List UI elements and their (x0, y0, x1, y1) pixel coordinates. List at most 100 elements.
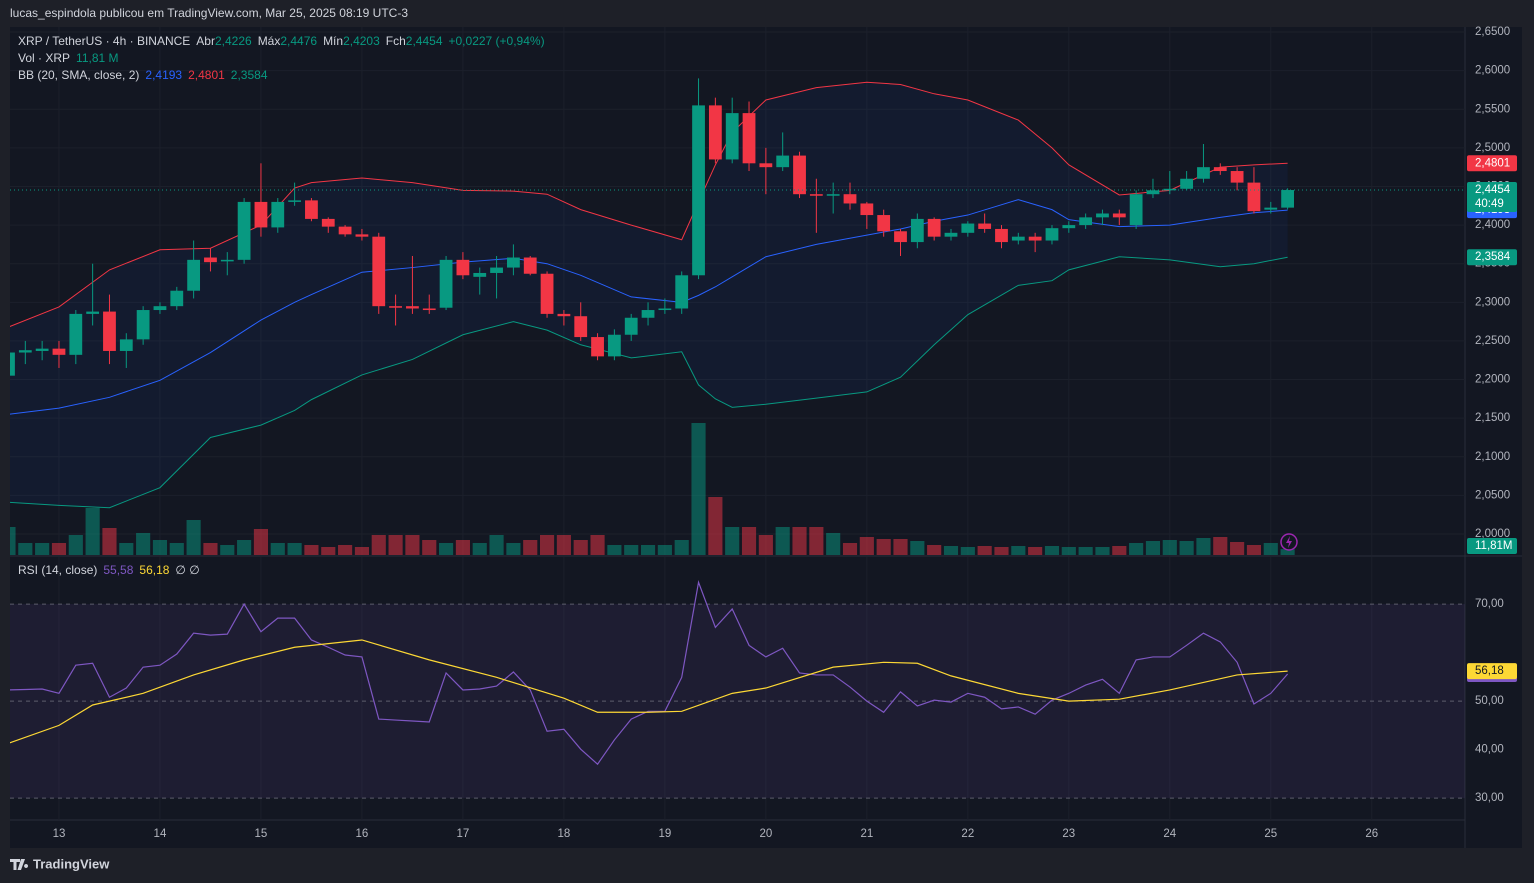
volume-bar (169, 543, 184, 555)
volume-bar (624, 545, 639, 555)
candle-body (103, 311, 116, 351)
event-icon-bolt (1286, 536, 1292, 548)
candle-body (944, 232, 958, 237)
candle-body (826, 194, 840, 196)
y-tick-label: 2,5500 (1475, 103, 1510, 115)
volume-bar (1129, 543, 1144, 555)
ohlc-value: 2,4203 (343, 34, 380, 48)
candle-body (321, 218, 335, 227)
candle-body (1281, 190, 1295, 208)
volume-bar (842, 543, 858, 555)
candle-body (271, 201, 285, 228)
candle-body (725, 113, 739, 160)
last-price-tag: 2,4454 (1475, 184, 1511, 196)
ohlc-key: Mín (323, 34, 343, 48)
volume-tag: 11,81M (1475, 540, 1513, 552)
volume-name: Vol · XRP (18, 51, 70, 65)
volume-bar (1213, 537, 1228, 555)
volume-bar (1011, 546, 1026, 555)
volume-bar (826, 533, 841, 555)
volume-bar (186, 520, 201, 555)
candle-body (1096, 213, 1109, 218)
change: +0,0227 (+0,94%) (449, 34, 545, 48)
volume-bar (354, 547, 369, 555)
rsi-tick-label: 70,00 (1475, 598, 1504, 610)
candle-body (1213, 167, 1227, 172)
candle-body (961, 223, 975, 233)
ohlc-key: Máx (258, 34, 281, 48)
candle-body (910, 218, 924, 243)
candle-body (776, 155, 790, 168)
volume-bar (893, 539, 908, 555)
ohlc-key: Fch (386, 34, 406, 48)
rsi-tick-label: 30,00 (1475, 792, 1504, 804)
candle-body (1112, 213, 1126, 218)
x-tick-label: 26 (1365, 828, 1378, 840)
plots: 2,0000 2,0500 2,1000 2,1500 2,2000 2,2500 2,30… (10, 26, 1517, 840)
volume-bar (927, 545, 942, 555)
volume-bar (977, 546, 992, 555)
candle-body (793, 155, 806, 195)
volume-bar (691, 423, 706, 555)
rsi-tick-label: 50,00 (1475, 695, 1504, 707)
volume-bar (35, 543, 50, 555)
countdown: 40:49 (1475, 198, 1504, 210)
candle-body (624, 317, 638, 335)
volume-bar (523, 540, 538, 555)
volume-value: 11,81 M (76, 51, 118, 65)
x-tick-label: 16 (356, 828, 369, 840)
candle-body (927, 218, 941, 237)
volume-bar (506, 543, 521, 555)
legend-bb: BB (20, SMA, close, 2) 2,4193 2,4801 2,3584 (18, 68, 268, 82)
volume-bar (859, 537, 874, 555)
candle-body (809, 194, 823, 196)
x-tick-label: 17 (457, 828, 470, 840)
bb-name: BB (20, SMA, close, 2) (18, 68, 139, 82)
candle-body (894, 231, 907, 243)
x-tick-label: 23 (1062, 828, 1075, 840)
x-tick-label: 21 (860, 828, 873, 840)
candle-body (204, 257, 217, 263)
candle-body (507, 257, 520, 268)
candle-body (658, 308, 672, 311)
bb-upper: 2,4801 (188, 68, 225, 82)
volume-bar (119, 543, 134, 555)
candle-body (10, 352, 15, 376)
volume-bar (1028, 547, 1043, 555)
x-tick-label: 20 (759, 828, 772, 840)
volume-bar (725, 527, 740, 555)
volume-bar (439, 543, 454, 555)
rsi-ma-value: 56,18 (139, 563, 169, 577)
volume-bar (489, 535, 504, 555)
volume-bar (338, 545, 353, 555)
candle-body (759, 163, 773, 168)
volume-bar (910, 541, 925, 555)
volume-bar (405, 535, 420, 555)
volume-bar (51, 543, 67, 555)
volume-bar (1145, 541, 1161, 555)
volume-bar (792, 527, 807, 555)
candle-body (422, 308, 436, 311)
volume-bar (1061, 547, 1076, 555)
y-tick-label: 2,2500 (1475, 335, 1510, 347)
volume-bar (674, 540, 689, 555)
candle-body (406, 306, 419, 309)
brand: TradingView (33, 856, 110, 871)
candle-body (1062, 225, 1076, 229)
candle-body (1045, 228, 1059, 241)
ohlc-value: 2,4226 (215, 34, 252, 48)
x-tick-label: 13 (53, 828, 66, 840)
volume-bar (775, 527, 790, 555)
legend-main: XRP / TetherUS · 4h · BINANCE Abr2,4226 Má… (18, 34, 545, 48)
volume-bar (1230, 542, 1245, 555)
candle-body (742, 113, 756, 164)
band-upper-tag: 2,4801 (1475, 157, 1510, 169)
rsi-tag: 56,18 (1475, 665, 1504, 677)
y-tick-label: 2,6000 (1475, 65, 1510, 77)
candle-body (1180, 178, 1194, 189)
candle-body (389, 306, 402, 308)
candle-body (187, 259, 201, 291)
volume-bar (220, 545, 235, 555)
candle-body (860, 203, 874, 216)
